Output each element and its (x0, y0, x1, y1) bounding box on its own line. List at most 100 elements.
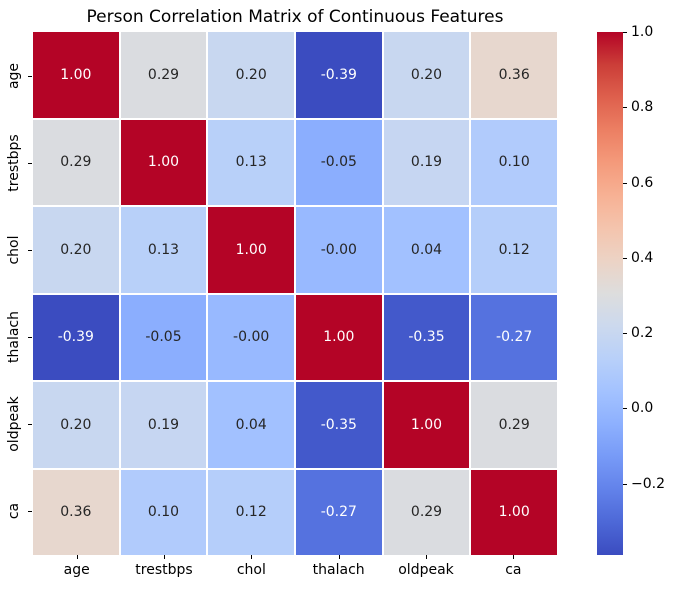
heatmap-cell: 0.10 (471, 119, 557, 205)
colorbar-tick-mark (623, 182, 627, 184)
heatmap-cell: 0.19 (120, 382, 207, 468)
chart-title: Person Correlation Matrix of Continuous … (86, 7, 504, 27)
y-axis-tick-mark (28, 162, 32, 164)
x-axis-tick-label: oldpeak (398, 562, 454, 578)
heatmap-cell-value: 0.29 (60, 154, 92, 171)
heatmap-cell: -0.05 (295, 119, 382, 205)
heatmap-cell-value: 0.36 (498, 66, 530, 83)
y-axis-tick-mark (28, 75, 32, 77)
heatmap-cell-value: 0.04 (235, 416, 267, 433)
colorbar-tick-mark (623, 483, 627, 485)
heatmap-cell-value: -0.00 (233, 329, 270, 346)
heatmap-cell-value: 0.10 (498, 154, 530, 171)
heatmap-cell-value: 1.00 (498, 504, 530, 521)
heatmap-cell-value: 1.00 (235, 241, 267, 258)
colorbar-tick-mark (623, 257, 627, 259)
colorbar-tick-label: 0.4 (631, 249, 654, 266)
x-axis-tick-label: thalach (312, 562, 365, 578)
colorbar-tick-mark (623, 107, 627, 109)
heatmap-cell: 0.20 (33, 207, 119, 293)
heatmap-cell: 0.19 (383, 119, 470, 205)
heatmap-cell: 1.00 (295, 294, 382, 380)
heatmap-cell-value: 0.12 (235, 504, 267, 521)
heatmap-cell: 0.36 (33, 469, 119, 555)
heatmap-cell-value: 0.13 (147, 241, 180, 258)
colorbar-gradient (597, 32, 623, 555)
colorbar-tick-mark (623, 408, 627, 410)
x-axis-tick-mark (251, 555, 253, 559)
y-axis-tick-mark (28, 249, 32, 251)
heatmap-cell: -0.05 (120, 294, 207, 380)
heatmap-cell-value: 1.00 (147, 154, 180, 171)
y-axis-tick-label: trestbps (6, 134, 22, 192)
heatmap-cell-value: 0.29 (147, 66, 180, 83)
heatmap-cell: 0.13 (120, 207, 207, 293)
heatmap-cell-value: -0.39 (57, 329, 94, 346)
heatmap-cell-value: 0.19 (410, 154, 443, 171)
heatmap-cell-value: -0.35 (320, 416, 357, 433)
heatmap-cell-value: -0.39 (320, 66, 357, 83)
x-axis-tick-label: ca (505, 562, 522, 578)
heatmap-cell-value: 0.10 (147, 504, 180, 521)
heatmap-cell: -0.35 (295, 382, 382, 468)
y-axis-tick-label: chol (6, 235, 22, 265)
colorbar-tick-label: 0.0 (631, 400, 654, 417)
heatmap-cell: 0.20 (383, 32, 470, 118)
heatmap-cell-value: 1.00 (323, 329, 355, 346)
heatmap-cell: 0.29 (33, 119, 119, 205)
heatmap-cell-value: 0.19 (147, 416, 180, 433)
heatmap-cell-value: -0.05 (320, 154, 357, 171)
y-axis-tick-label: ca (6, 503, 22, 520)
colorbar-tick-label: 1.0 (631, 24, 654, 40)
x-axis-tick-mark (338, 555, 340, 559)
heatmap-cell: -0.27 (471, 294, 557, 380)
x-axis-tick-mark (76, 555, 78, 559)
heatmap-cell-value: -0.27 (320, 504, 357, 521)
x-axis-tick-mark (164, 555, 165, 559)
heatmap-cell-value: 0.29 (498, 416, 530, 433)
heatmap-cell: 1.00 (33, 32, 119, 118)
heatmap-cell: 0.10 (120, 469, 207, 555)
heatmap-cell: 0.04 (383, 207, 470, 293)
heatmap-cell-value: 0.20 (410, 66, 443, 83)
x-axis-tick-mark (513, 555, 515, 559)
heatmap-cell: 1.00 (208, 207, 294, 293)
heatmap-cell: -0.00 (208, 294, 294, 380)
heatmap-cell: 0.29 (383, 469, 470, 555)
heatmap-cell-value: -0.00 (320, 241, 357, 258)
heatmap-cell: 0.13 (208, 119, 294, 205)
y-axis-tick-label: oldpeak (6, 396, 22, 453)
y-axis-tick-mark (28, 424, 32, 426)
heatmap-cell-value: -0.27 (496, 329, 533, 346)
colorbar-tick-mark (623, 32, 627, 33)
colorbar-tick-label: 0.8 (631, 99, 654, 116)
y-axis-tick-label: thalach (6, 311, 22, 364)
heatmap-cell: 0.29 (120, 32, 207, 118)
heatmap-cell-value: 0.12 (498, 241, 530, 258)
colorbar-tick-mark (623, 333, 627, 334)
heatmap-cell: -0.35 (383, 294, 470, 380)
heatmap-cell: -0.00 (295, 207, 382, 293)
heatmap-cell-value: 1.00 (410, 416, 443, 433)
heatmap-cell: 0.20 (208, 32, 294, 118)
heatmap-cell: 0.36 (471, 32, 557, 118)
x-axis-tick-mark (426, 555, 427, 559)
heatmap-cell: 1.00 (471, 469, 557, 555)
colorbar-tick-label: 0.2 (631, 325, 654, 341)
heatmap-cell: 0.12 (471, 207, 557, 293)
heatmap-cell-value: 0.04 (410, 241, 443, 258)
heatmap-cell-value: -0.35 (408, 329, 445, 346)
y-axis-tick-mark (28, 337, 32, 339)
colorbar-tick-label: −0.2 (631, 475, 665, 492)
heatmap-cell: 0.04 (208, 382, 294, 468)
heatmap-cell: 0.12 (208, 469, 294, 555)
x-axis-tick-label: chol (236, 562, 266, 578)
colorbar-tick-label: 0.6 (631, 174, 654, 191)
heatmap-cell: 1.00 (120, 119, 207, 205)
heatmap-cell-value: -0.05 (145, 329, 182, 346)
heatmap-cell-value: 0.36 (60, 504, 92, 521)
heatmap-cell: -0.39 (33, 294, 119, 380)
x-axis-tick-label: age (63, 562, 90, 578)
y-axis-tick-label: age (6, 62, 22, 89)
